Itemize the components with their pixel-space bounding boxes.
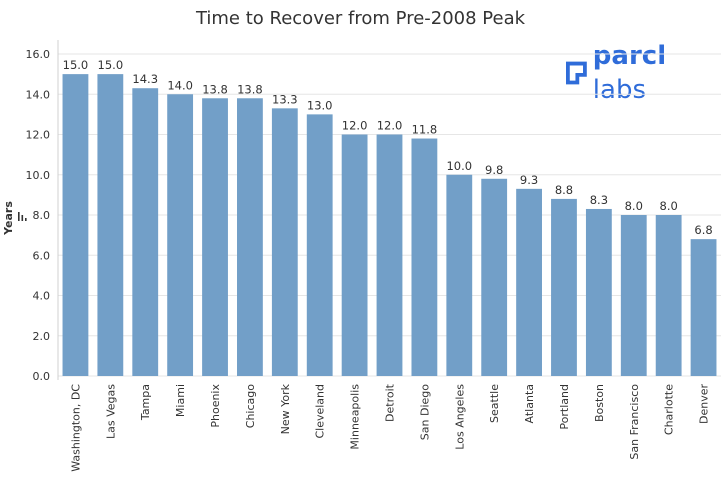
y-tick-label: 2.0 <box>33 330 51 343</box>
logo-brand: parcl <box>592 41 667 71</box>
x-tick-label: Charlotte <box>663 384 676 435</box>
bar <box>516 188 542 376</box>
parcl-logo-icon <box>566 61 587 85</box>
bar <box>376 134 403 376</box>
x-tick-label: San Diego <box>418 384 431 440</box>
bar <box>341 134 368 376</box>
bar <box>446 174 473 376</box>
data-label: 13.8 <box>202 82 228 96</box>
chart-title: Time to Recover from Pre-2008 Peak <box>195 8 526 29</box>
bar <box>167 94 194 376</box>
x-tick-label: Los Angeles <box>453 384 466 450</box>
data-label: 13.8 <box>237 82 263 96</box>
x-tick-label: Seattle <box>488 384 501 423</box>
x-tick-label: New York <box>279 383 292 434</box>
x-tick-label: Chicago <box>244 384 257 428</box>
data-label: 12.0 <box>377 119 403 133</box>
x-tick-label: Denver <box>698 384 711 424</box>
data-label: 9.3 <box>520 173 538 187</box>
x-tick-label: Phoenix <box>209 384 222 428</box>
x-tick-label: Las Vegas <box>104 384 117 439</box>
x-tick-label: Portland <box>558 384 571 430</box>
bar <box>655 215 682 376</box>
bar <box>481 178 508 376</box>
y-tick-label: 0.0 <box>33 370 51 383</box>
bar <box>585 208 612 376</box>
x-tick-label: Boston <box>593 384 606 422</box>
logo-text: parcl labs <box>593 39 721 107</box>
bar <box>97 74 124 376</box>
data-label: 8.3 <box>590 193 608 207</box>
x-tick-label: Detroit <box>384 383 397 422</box>
data-label: 14.3 <box>132 72 158 86</box>
y-tick-label: 10.0 <box>26 169 51 182</box>
x-tick-label: Miami <box>174 384 187 417</box>
data-label: 14.0 <box>167 78 193 92</box>
data-label: 8.8 <box>555 183 573 197</box>
data-label: 13.3 <box>272 92 298 106</box>
x-tick-label: San Francisco <box>628 384 641 460</box>
data-label: 12.0 <box>342 119 368 133</box>
logo-suffix: labs <box>592 75 647 105</box>
data-label: 8.0 <box>625 199 643 213</box>
x-tick-label: Minneapolis <box>349 384 362 450</box>
x-tick-label: Washington, DC <box>69 384 82 472</box>
data-label: 9.8 <box>485 163 503 177</box>
y-tick-label: 14.0 <box>26 88 51 101</box>
parcl-labs-logo: parcl labs <box>566 41 721 105</box>
bar <box>237 98 263 377</box>
data-label: 10.0 <box>446 159 472 173</box>
sort-icon[interactable] <box>17 212 27 221</box>
data-label: 13.0 <box>307 98 333 112</box>
data-label: 15.0 <box>63 58 89 72</box>
bar <box>690 239 717 376</box>
x-tick-label: Cleveland <box>314 384 327 439</box>
data-label: 8.0 <box>660 199 678 213</box>
data-label: 6.8 <box>694 223 712 237</box>
data-label: 15.0 <box>98 58 124 72</box>
bar <box>306 114 333 376</box>
bar <box>411 138 438 376</box>
y-tick-label: 16.0 <box>26 48 51 61</box>
x-tick-label: Atlanta <box>523 384 536 423</box>
y-tick-label: 8.0 <box>33 209 51 222</box>
bar <box>271 108 298 377</box>
bar <box>132 88 159 377</box>
bar <box>62 74 89 376</box>
y-tick-label: 12.0 <box>26 129 51 142</box>
x-tick-label: Tampa <box>139 384 152 421</box>
data-label: 11.8 <box>412 123 438 137</box>
y-axis-label: Years <box>2 198 28 238</box>
y-tick-label: 4.0 <box>33 290 51 303</box>
bar <box>551 198 577 376</box>
y-tick-label: 6.0 <box>33 249 51 262</box>
bar <box>202 98 228 377</box>
bar <box>620 215 647 376</box>
